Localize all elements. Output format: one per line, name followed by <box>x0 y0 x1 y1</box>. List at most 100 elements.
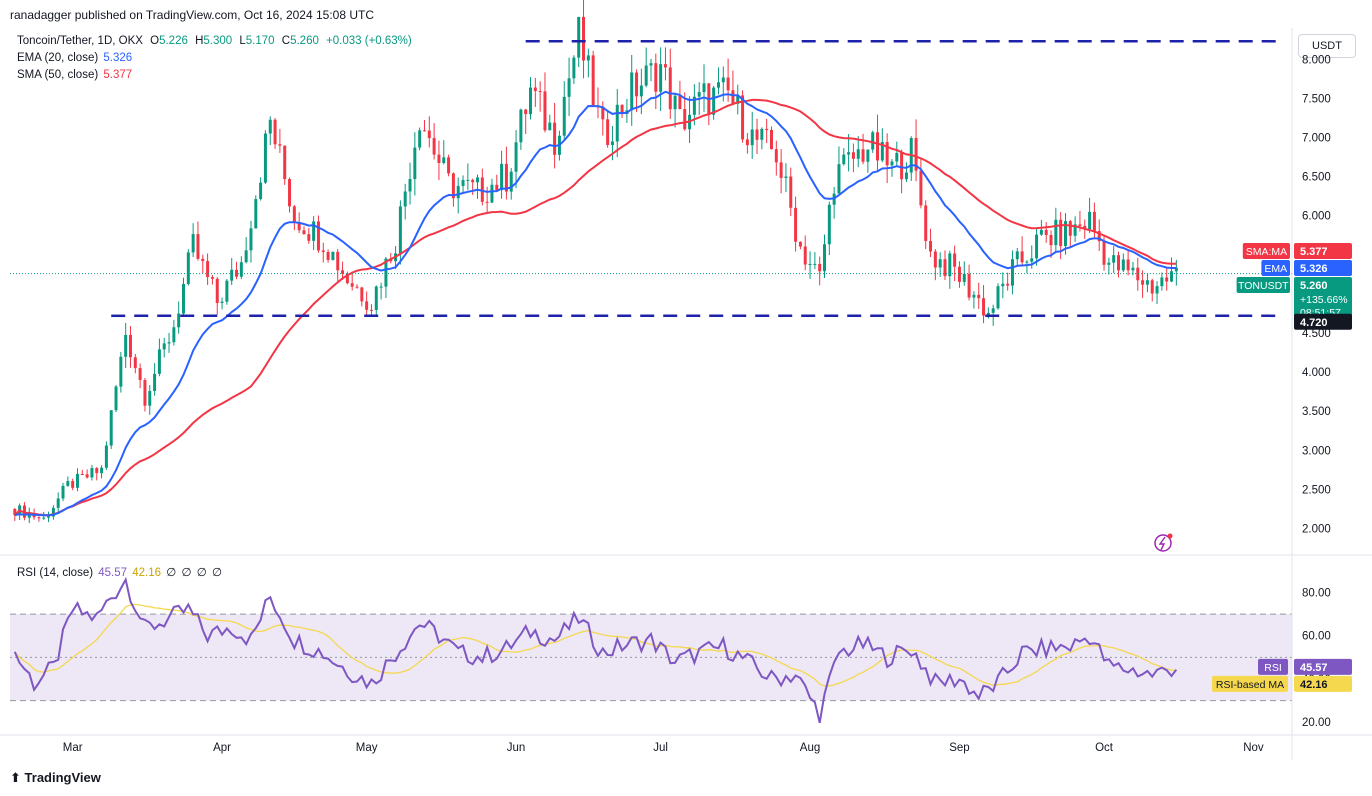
candle-body <box>803 246 807 265</box>
candle-body <box>842 154 846 165</box>
ema-label: EMA (20, close) <box>17 52 99 64</box>
candle-body <box>61 485 65 499</box>
candle-body <box>22 505 26 518</box>
candle-body <box>186 252 190 284</box>
candle-body <box>977 294 981 299</box>
candle-body <box>1112 255 1116 263</box>
candle-body <box>1001 283 1005 287</box>
candle-body <box>413 147 417 180</box>
candle-body <box>162 343 166 350</box>
candle-body <box>924 205 928 241</box>
candle-body <box>288 179 292 207</box>
sma-label: SMA (50, close) <box>17 69 99 81</box>
candle-body <box>654 63 658 92</box>
rsi-tag-value-bg <box>1294 658 1352 675</box>
high-label: H <box>195 35 204 47</box>
rsi-tag-label: RSI <box>1264 662 1282 674</box>
candle-body <box>779 162 783 178</box>
candle-body <box>1121 259 1125 271</box>
candle-body <box>1088 211 1092 230</box>
candle-body <box>837 164 841 194</box>
candle-body <box>273 119 277 145</box>
candle-body <box>760 128 764 140</box>
candle-body <box>996 286 1000 309</box>
ema-value: 5.326 <box>103 52 133 64</box>
price-tick-label: 7.500 <box>1302 93 1331 105</box>
price-tick-label: 2.000 <box>1302 524 1331 536</box>
candle-body <box>432 138 436 155</box>
last-price-tag-value: 5.260 <box>1300 280 1328 292</box>
candle-body <box>476 177 479 183</box>
candle-body <box>456 185 460 199</box>
candle-body <box>485 201 489 203</box>
candle-body <box>818 263 822 272</box>
tradingview-logo[interactable]: ⬆ TradingView <box>10 770 101 786</box>
rsi-ma-tag-value-bg <box>1294 675 1352 692</box>
candle-body <box>312 221 316 241</box>
ema-legend[interactable]: EMA (20, close) 5.326 <box>17 52 132 64</box>
candle-body <box>668 67 672 110</box>
price-tick-label: 8.000 <box>1302 54 1331 66</box>
candle-body <box>789 176 793 208</box>
symbol-legend: Toncoin/Tether, 1D, OKX O5.226 H5.300 L5… <box>17 35 412 47</box>
candle-body <box>37 517 41 519</box>
candle-body <box>1059 219 1063 247</box>
rsi-extra-0: ∅ <box>166 567 177 579</box>
candle-body <box>1063 221 1067 247</box>
candle-body <box>249 228 253 251</box>
candle-body <box>350 283 354 287</box>
rsi-ma-line <box>14 603 1177 687</box>
candle-body <box>900 152 904 180</box>
candle-body <box>562 96 566 136</box>
candle-body <box>769 129 773 150</box>
candle-body <box>422 130 426 132</box>
tradingview-logo-icon: ⬆ <box>10 770 21 785</box>
symbol-name: Toncoin/Tether, 1D, OKX <box>17 35 143 47</box>
candle-body <box>100 467 104 474</box>
candle-body <box>148 390 152 406</box>
candle-body <box>345 273 349 284</box>
candle-body <box>104 445 108 468</box>
candle-body <box>630 72 634 111</box>
candle-body <box>191 234 195 253</box>
candle-body <box>1039 229 1043 235</box>
candle-body <box>355 286 359 288</box>
candle-body <box>379 286 383 288</box>
support-level-tag: 4.720 <box>1300 317 1328 329</box>
rsi-tick-label: 60.00 <box>1302 631 1331 643</box>
candle-body <box>56 498 60 508</box>
candle-body <box>755 129 759 140</box>
candle-body <box>1083 225 1087 230</box>
lightning-icon <box>1154 534 1172 552</box>
sma-legend[interactable]: SMA (50, close) 5.377 <box>17 69 132 81</box>
candle-body <box>967 273 971 298</box>
low-label: L <box>239 35 246 47</box>
candle-body <box>177 313 181 328</box>
candle-body <box>75 473 79 488</box>
candle-body <box>856 149 860 159</box>
candle-body <box>182 283 185 314</box>
candle-body <box>27 513 31 518</box>
rsi-tick-label: 80.00 <box>1302 587 1331 599</box>
candle-body <box>283 145 287 180</box>
candle-body <box>1136 267 1140 281</box>
rsi-tag-value: 45.57 <box>1300 662 1328 674</box>
candle-body <box>567 78 571 97</box>
time-tick-label: Apr <box>213 742 231 754</box>
candle-body <box>586 55 590 61</box>
candle-body <box>610 141 614 145</box>
rsi-legend[interactable]: RSI (14, close) 45.57 42.16 ∅ ∅ ∅ ∅ <box>17 565 222 579</box>
candle-body <box>890 161 894 166</box>
candle-body <box>919 170 923 206</box>
rsi-pane <box>10 576 1292 724</box>
sma-tag-value-bg <box>1294 243 1352 259</box>
close-label: C <box>281 35 291 47</box>
currency-button[interactable]: USDT <box>1298 34 1356 58</box>
candle-body <box>591 55 595 107</box>
candle-body <box>244 250 248 263</box>
candle-body <box>726 77 730 91</box>
candle-body <box>133 357 137 369</box>
candle-body <box>254 199 258 229</box>
candle-body <box>702 83 706 93</box>
